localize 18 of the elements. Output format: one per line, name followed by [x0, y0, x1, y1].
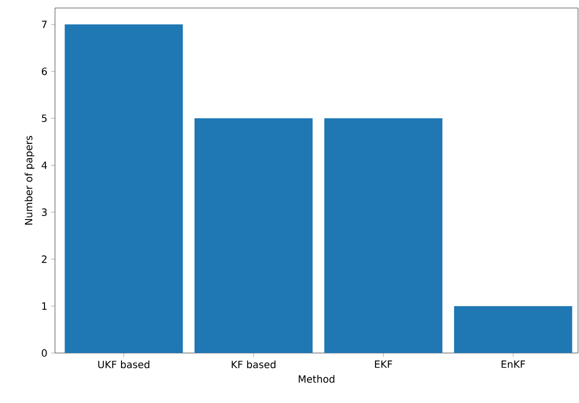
y-tick-label: 4 — [42, 162, 47, 169]
y-tick-label: 3 — [42, 208, 47, 216]
y-tick-label: 2 — [42, 255, 46, 263]
y-axis-title: Number of papers — [24, 136, 34, 225]
x-tick-label: UKF based — [98, 360, 150, 368]
x-axis-title: Method — [298, 375, 334, 383]
y-tick-label: 6 — [42, 68, 47, 76]
y-tick-label: 1 — [42, 302, 47, 310]
bar — [64, 24, 183, 353]
x-tick-label: EKF — [375, 360, 392, 368]
x-tick-label: KF based — [232, 360, 276, 368]
y-tick-label: 5 — [42, 114, 47, 122]
bar — [194, 118, 313, 353]
bar — [324, 118, 442, 353]
x-tick-label: EnKF — [502, 360, 525, 368]
y-tick-label: 7 — [42, 20, 47, 28]
y-tick-label: 0 — [42, 349, 47, 357]
bar — [454, 306, 572, 353]
